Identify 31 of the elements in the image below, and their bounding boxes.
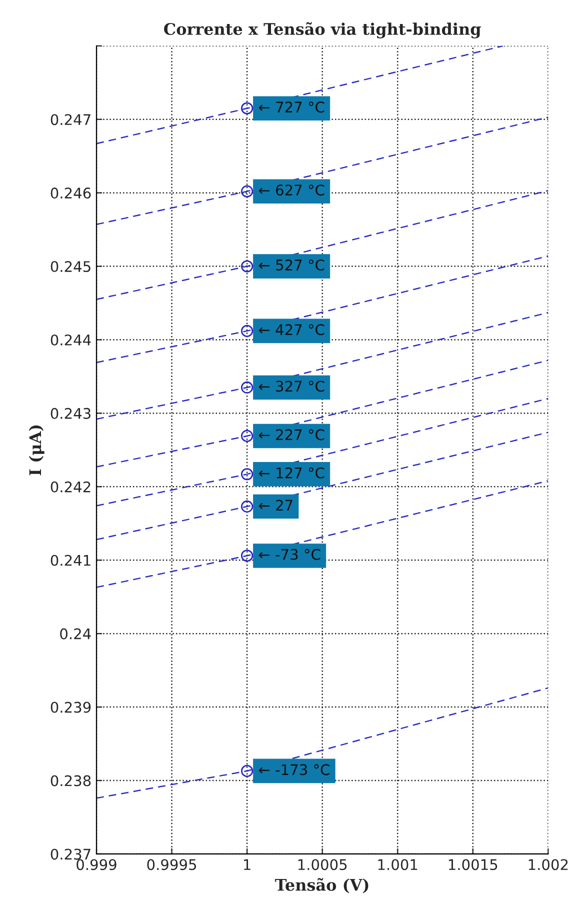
x-tick-label: 1.0005 (298, 859, 347, 870)
y-tick-label: 0.246 (50, 188, 91, 199)
chart-title: Corrente x Tensão via tight-binding (164, 22, 481, 38)
y-tick-label: 0.245 (50, 261, 90, 272)
y-tick-label: 0.242 (50, 481, 90, 492)
annotation: ← 427 °C (258, 324, 324, 336)
annotation: ← -73 °C (258, 548, 320, 560)
x-tick-label: 1 (244, 859, 250, 870)
annotation: ← 627 °C (258, 184, 324, 196)
x-tick-label: 0.9995 (147, 859, 196, 870)
annotation: ← 27 (258, 500, 292, 511)
x-tick-label: 0.999 (76, 859, 116, 870)
annotation: ← 727 °C (258, 102, 324, 113)
annotation: ← -173 °C (258, 764, 330, 776)
x-tick-label: 1.001 (378, 859, 418, 870)
y-tick-label: 0.24 (60, 628, 91, 640)
annotation: ← 127 °C (258, 467, 324, 478)
x-tick-label: 1.0015 (448, 859, 498, 870)
y-tick-label: 0.247 (50, 114, 90, 126)
y-tick-label: 0.238 (50, 775, 91, 786)
y-axis-title: I (μA) (28, 425, 44, 476)
x-tick-label: 1.002 (528, 859, 568, 870)
x-axis-title: Tensão (V) (275, 878, 368, 894)
y-tick-label: 0.243 (50, 408, 90, 419)
y-tick-label: 0.239 (50, 702, 91, 713)
annotation: ← 227 °C (258, 429, 324, 440)
y-tick-label: 0.241 (50, 554, 90, 566)
y-tick-label: 0.237 (50, 848, 90, 860)
annotation: ← 527 °C (258, 259, 324, 271)
y-tick-label: 0.244 (50, 334, 91, 346)
annotation: ← 327 °C (258, 380, 324, 392)
